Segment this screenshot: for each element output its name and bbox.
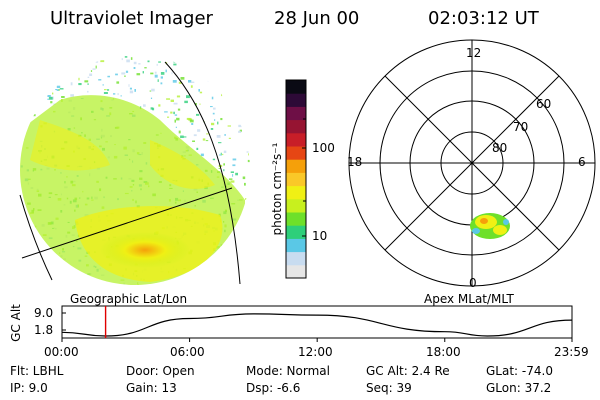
- colorbar-band: [286, 225, 306, 239]
- colorbar-band: [286, 198, 306, 213]
- time-label: 02:03:12 UT: [428, 8, 539, 29]
- timeline-ylabel: GC Alt: [9, 304, 23, 342]
- colorbar-band: [286, 251, 306, 266]
- colorbar-band: [286, 106, 306, 121]
- glat-label: GLat: -74.0: [486, 364, 553, 378]
- mlt-label-18: 18: [347, 155, 363, 169]
- date-label: 28 Jun 00: [274, 8, 360, 29]
- mlt-label-0: 0: [469, 276, 477, 290]
- gain-label: Gain: 13: [126, 381, 177, 395]
- door-label: Door: Open: [126, 364, 195, 378]
- colorbar-tick-10: 10: [312, 229, 328, 243]
- gc-alt-curve: [61, 313, 573, 337]
- glon-label: GLon: 37.2: [486, 381, 552, 395]
- colorbar-band: [286, 93, 306, 107]
- colorbar-band: [286, 238, 306, 253]
- colorbar-band: [286, 172, 306, 187]
- timeline-xtick-3: 18:00: [426, 345, 461, 359]
- colorbar-band: [286, 80, 306, 94]
- instrument-title: Ultraviolet Imager: [50, 8, 213, 29]
- filter-label: Flt: LBHL: [10, 364, 64, 378]
- colorbar-band: [286, 185, 306, 200]
- timeline-ytick-min: 1.8: [34, 323, 54, 337]
- colorbar-band: [286, 119, 306, 134]
- dsp-label: Dsp: -6.6: [246, 381, 301, 395]
- mlt-label-6: 6: [578, 155, 586, 169]
- colorbar-tick-100: 100: [312, 141, 335, 155]
- colorbar-band: [286, 212, 306, 226]
- geographic-label: Geographic Lat/Lon: [70, 292, 188, 306]
- uv-image-disk: [19, 55, 250, 285]
- ip-label: IP: 9.0: [10, 381, 48, 395]
- timeline-plot: [61, 305, 573, 342]
- polar-plot: [348, 39, 596, 287]
- mlat-label-80: 80: [492, 141, 508, 155]
- polar-aurora-blob: [470, 213, 510, 239]
- timeline-ytick-max: 9.0: [34, 306, 54, 320]
- timeline-xtick-1: 06:00: [170, 345, 205, 359]
- colorbar-unit-label: photon cm⁻²s⁻¹: [270, 142, 284, 236]
- colorbar: [285, 79, 307, 279]
- colorbar-band: [286, 132, 306, 147]
- apex-label: Apex MLat/MLT: [424, 292, 514, 306]
- mlt-label-12: 12: [466, 46, 482, 60]
- gc-alt-label: GC Alt: 2.4 Re: [366, 364, 450, 378]
- colorbar-band: [286, 159, 306, 173]
- colorbar-band: [286, 146, 306, 160]
- timeline-xtick-2: 12:00: [298, 345, 333, 359]
- seq-label: Seq: 39: [366, 381, 412, 395]
- timeline-xtick-0: 00:00: [44, 345, 79, 359]
- mlat-label-70: 70: [513, 120, 529, 134]
- timeline-xtick-4: 23:59: [554, 345, 589, 359]
- colorbar-band: [286, 264, 306, 279]
- mode-label: Mode: Normal: [246, 364, 330, 378]
- mlat-label-60: 60: [536, 97, 552, 111]
